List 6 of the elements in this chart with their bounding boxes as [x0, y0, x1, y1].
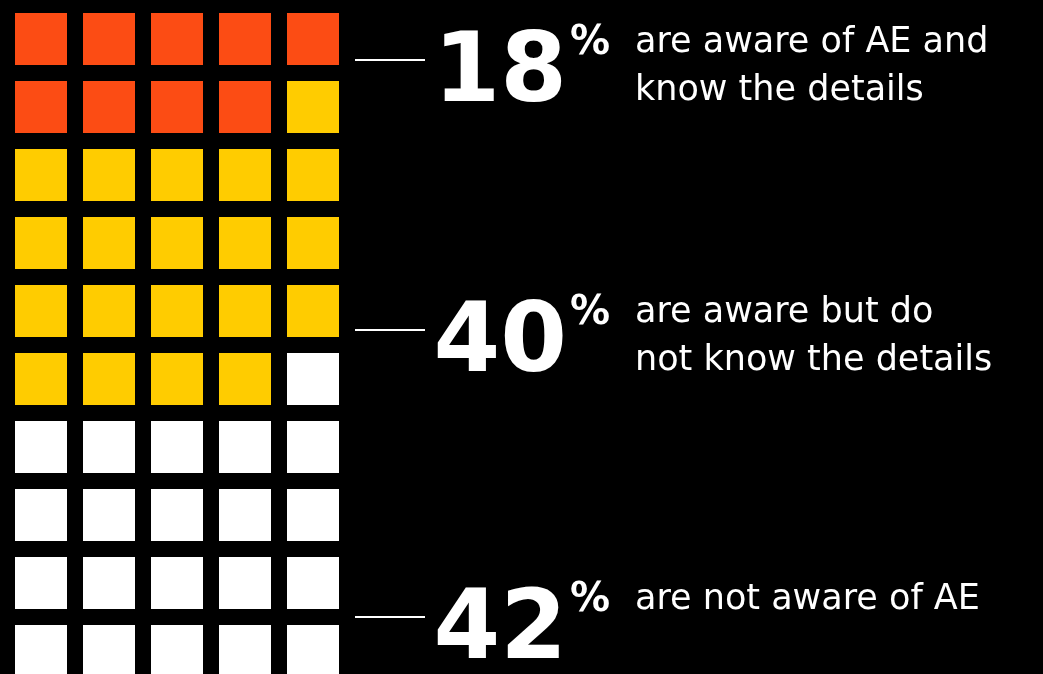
category-label: are aware but do not know the details — [635, 290, 993, 378]
category-label: are not aware of AE — [635, 577, 980, 617]
data-label: 18% — [433, 12, 611, 124]
category-label: are aware of AE and know the details — [635, 20, 989, 108]
data-label: 42% — [433, 569, 611, 674]
data-label: 40% — [433, 282, 611, 394]
